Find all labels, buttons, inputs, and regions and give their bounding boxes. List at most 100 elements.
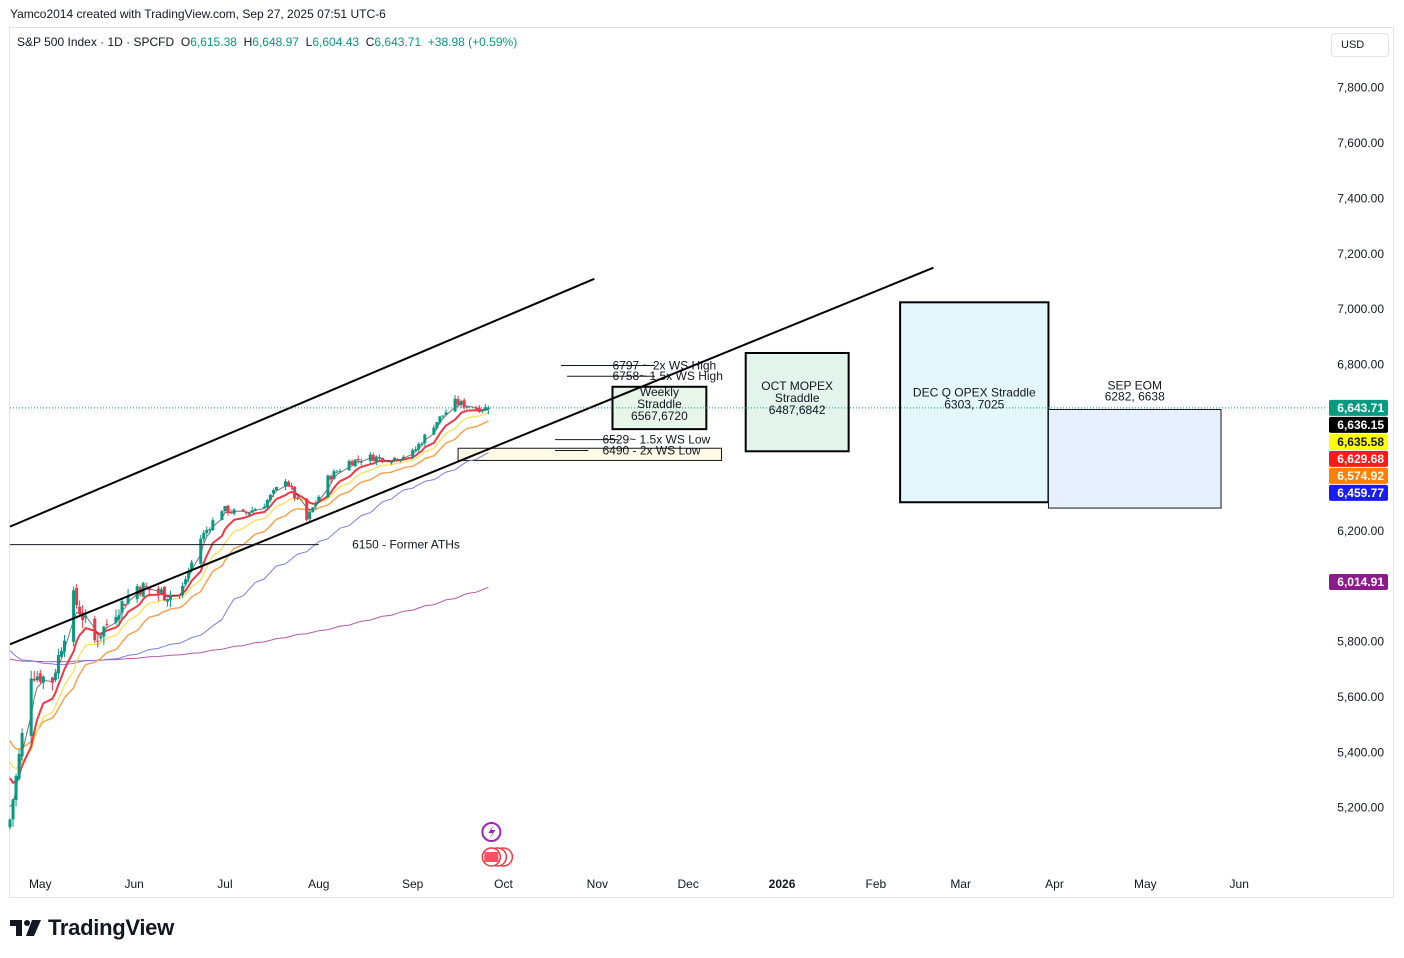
candle[interactable] — [162, 586, 166, 601]
candle[interactable] — [284, 478, 288, 491]
candle[interactable] — [247, 512, 251, 518]
candle[interactable] — [144, 582, 148, 588]
candle[interactable] — [477, 405, 481, 413]
candle[interactable] — [290, 482, 294, 490]
candle[interactable] — [335, 469, 339, 474]
candle[interactable] — [438, 416, 442, 425]
candle[interactable] — [56, 648, 60, 679]
candle[interactable] — [41, 675, 45, 690]
candle[interactable] — [311, 507, 315, 513]
candle[interactable] — [308, 509, 312, 522]
candle[interactable] — [432, 424, 436, 435]
candle[interactable] — [377, 454, 381, 461]
candle[interactable] — [396, 458, 400, 462]
candle[interactable] — [199, 534, 203, 566]
candle[interactable] — [117, 609, 121, 626]
candle[interactable] — [486, 405, 490, 415]
candle[interactable] — [287, 480, 291, 487]
candle[interactable] — [223, 505, 227, 513]
candle[interactable] — [226, 504, 230, 516]
candle[interactable] — [414, 446, 418, 452]
candle[interactable] — [347, 459, 351, 471]
candle[interactable] — [444, 409, 448, 416]
candle[interactable] — [17, 749, 21, 781]
candle[interactable] — [232, 508, 236, 516]
candle[interactable] — [208, 527, 212, 535]
candle[interactable] — [50, 676, 54, 691]
candle[interactable] — [265, 498, 269, 509]
candle[interactable] — [368, 452, 372, 465]
candle[interactable] — [29, 670, 33, 744]
candle[interactable] — [75, 584, 79, 609]
candle[interactable] — [20, 728, 24, 761]
candle[interactable] — [435, 422, 439, 430]
candle[interactable] — [296, 496, 300, 501]
candle[interactable] — [374, 455, 378, 466]
tradingview-logo[interactable]: TradingView — [10, 915, 174, 941]
candle[interactable] — [411, 448, 415, 460]
candle[interactable] — [93, 615, 97, 644]
symbol-legend[interactable]: S&P 500 Index · 1D · SPCFD O6,615.38 H6,… — [17, 35, 517, 49]
candle[interactable] — [453, 395, 457, 413]
candle[interactable] — [96, 635, 100, 648]
candle[interactable] — [184, 575, 188, 587]
candle[interactable] — [168, 590, 172, 608]
candle[interactable] — [483, 403, 487, 411]
candle[interactable] — [8, 818, 12, 830]
candle[interactable] — [317, 495, 321, 503]
candle[interactable] — [399, 458, 403, 463]
candle[interactable] — [38, 669, 42, 684]
candle[interactable] — [329, 474, 333, 484]
candle[interactable] — [205, 526, 209, 536]
candle[interactable] — [211, 517, 215, 531]
candle[interactable] — [229, 509, 233, 515]
candle[interactable] — [271, 488, 275, 498]
candle[interactable] — [81, 605, 85, 629]
candle[interactable] — [380, 457, 384, 464]
currency-selector[interactable]: USD — [1331, 33, 1389, 57]
candle[interactable] — [393, 457, 397, 463]
candle[interactable] — [371, 452, 375, 462]
candle[interactable] — [120, 599, 124, 620]
candle[interactable] — [11, 798, 15, 827]
straddle-box[interactable] — [457, 447, 722, 461]
candle[interactable] — [202, 529, 206, 543]
candle[interactable] — [462, 397, 466, 410]
candle[interactable] — [423, 433, 427, 447]
candle[interactable] — [420, 442, 424, 445]
candle[interactable] — [165, 598, 169, 607]
candle[interactable] — [72, 586, 76, 646]
candle[interactable] — [114, 609, 118, 625]
candle[interactable] — [314, 500, 318, 510]
candle[interactable] — [389, 460, 393, 465]
candle[interactable] — [480, 409, 484, 414]
economic-event-icons[interactable] — [481, 822, 514, 867]
candle[interactable] — [147, 587, 151, 597]
straddle-box[interactable] — [899, 301, 1050, 504]
candle[interactable] — [123, 603, 127, 606]
candle[interactable] — [181, 582, 185, 598]
candle[interactable] — [178, 594, 182, 599]
candle[interactable] — [244, 510, 248, 516]
candle[interactable] — [253, 507, 257, 512]
candle[interactable] — [14, 773, 18, 807]
candle[interactable] — [474, 406, 478, 410]
candle[interactable] — [78, 600, 82, 616]
straddle-box[interactable] — [744, 351, 850, 453]
candle[interactable] — [268, 493, 272, 503]
candle[interactable] — [293, 486, 297, 501]
candle[interactable] — [84, 609, 88, 624]
candle[interactable] — [305, 498, 309, 522]
candle[interactable] — [187, 567, 191, 583]
candle[interactable] — [59, 647, 63, 658]
straddle-box[interactable] — [1047, 408, 1222, 509]
candle[interactable] — [459, 399, 463, 408]
candle[interactable] — [250, 506, 254, 513]
candle[interactable] — [356, 455, 360, 464]
candle[interactable] — [353, 459, 357, 468]
candle[interactable] — [99, 636, 103, 642]
candle[interactable] — [62, 635, 66, 657]
candle[interactable] — [465, 406, 469, 409]
trend-line[interactable] — [9, 266, 934, 646]
